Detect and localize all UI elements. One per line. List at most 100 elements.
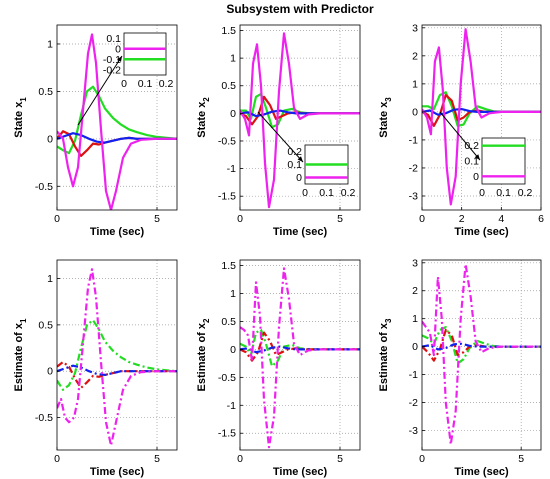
y-axis-label: State x1 bbox=[13, 97, 28, 138]
y-tick-label: -1 bbox=[227, 163, 236, 175]
inset-arrow bbox=[77, 55, 123, 126]
y-axis-label-subscript: 3 bbox=[384, 97, 393, 102]
x-axis-label: Time (sec) bbox=[273, 466, 328, 478]
inset-y-tick-label: -0.1 bbox=[103, 54, 121, 66]
y-tick-label: -0.5 bbox=[218, 135, 236, 147]
y-tick-label: 1 bbox=[47, 38, 53, 50]
x-tick-label: 0 bbox=[237, 213, 243, 225]
y-tick-label: 0.5 bbox=[38, 86, 53, 98]
series-group bbox=[57, 268, 177, 447]
y-tick-label: -0.5 bbox=[35, 412, 53, 424]
y-tick-label: 2 bbox=[412, 285, 418, 297]
inset-frame bbox=[123, 32, 167, 76]
series-group bbox=[57, 33, 177, 210]
x-tick-label: 0 bbox=[54, 453, 60, 465]
y-axis-label: Estimate of x2 bbox=[196, 318, 211, 391]
x-tick-label: 0 bbox=[237, 453, 243, 465]
x-tick-label: 5 bbox=[337, 453, 343, 465]
x-tick-label: 0 bbox=[419, 453, 425, 465]
y-tick-label: 1 bbox=[230, 288, 236, 300]
inset-x-tick-label: 0.2 bbox=[159, 78, 174, 90]
y-tick-label: -1.5 bbox=[218, 428, 236, 440]
inset-top-middle: 0.20.100 0.1 0.2 bbox=[257, 111, 355, 199]
y-tick-label: 0 bbox=[230, 108, 236, 120]
inset-x-tick-label: 0.1 bbox=[319, 187, 334, 199]
x-tick-label: 5 bbox=[154, 213, 160, 225]
y-tick-label: -2 bbox=[409, 162, 418, 174]
x-axis-label: Time (sec) bbox=[90, 226, 145, 238]
y-tick-label: 1.5 bbox=[221, 25, 236, 37]
x-tick-label: 4 bbox=[498, 213, 504, 225]
y-tick-label: -1 bbox=[227, 400, 236, 412]
inset-arrowhead bbox=[297, 156, 303, 162]
inset-y-tick-label: 0 bbox=[473, 171, 479, 183]
y-tick-label: 1 bbox=[230, 53, 236, 65]
y-tick-label: 1.5 bbox=[221, 260, 236, 272]
y-tick-label: 0 bbox=[230, 344, 236, 356]
y-tick-label: -0.5 bbox=[218, 372, 236, 384]
x-tick-label: 5 bbox=[518, 453, 524, 465]
y-tick-label: 1 bbox=[47, 273, 53, 285]
inset-x-tick-label: 0.1 bbox=[138, 78, 153, 90]
series-group bbox=[240, 267, 360, 449]
inset-x-tick-label: 0.1 bbox=[496, 187, 511, 199]
y-tick-label: -0.5 bbox=[35, 181, 53, 193]
y-axis-label-subscript: 1 bbox=[19, 97, 28, 102]
inset-x-tick-label: 0 bbox=[479, 187, 485, 199]
y-tick-label: 0 bbox=[47, 366, 53, 378]
y-axis-label-main: State x bbox=[378, 101, 390, 138]
inset-top-left: 0.10-0.1-0.20 0.1 0.2 bbox=[77, 32, 174, 126]
y-tick-label: -1.5 bbox=[218, 191, 236, 203]
inset-arrowhead bbox=[474, 154, 480, 160]
series-line-blue bbox=[422, 342, 541, 351]
inset-arrow bbox=[439, 111, 481, 161]
series-group bbox=[422, 28, 541, 206]
x-tick-label: 0 bbox=[419, 213, 425, 225]
x-tick-label: 5 bbox=[337, 213, 343, 225]
x-axis-label: Time (sec) bbox=[90, 466, 145, 478]
y-axis-label: Estimate of x3 bbox=[378, 318, 393, 391]
plot-area bbox=[422, 260, 541, 450]
inset-y-tick-label: 0.2 bbox=[287, 146, 302, 158]
y-axis-label-subscript: 1 bbox=[19, 318, 28, 323]
x-tick-label: 5 bbox=[154, 453, 160, 465]
y-tick-label: 3 bbox=[412, 257, 418, 269]
inset-top-right: 0.2 0.1 00 0.1 0.2 bbox=[439, 111, 533, 199]
x-tick-label: 2 bbox=[459, 213, 465, 225]
panel-bottom-middle: 0 5 -1.5 -1 -0.5 0 0.5 1 1.5 Time (sec) Estimate o… bbox=[196, 259, 361, 478]
series-line-magenta bbox=[57, 33, 177, 210]
y-axis-label: Estimate of x1 bbox=[13, 318, 28, 391]
inset-y-tick-label: 0 bbox=[296, 172, 302, 184]
inset-y-tick-label: 0.2 bbox=[464, 140, 479, 152]
axes-frame bbox=[239, 259, 361, 451]
y-axis-label-main: Estimate of x bbox=[196, 322, 208, 391]
axes-frame bbox=[239, 24, 361, 211]
y-axis-label-main: Estimate of x bbox=[13, 322, 25, 391]
series-line-green bbox=[57, 85, 177, 155]
y-axis-label: State x2 bbox=[196, 97, 211, 138]
y-axis-label-subscript: 2 bbox=[202, 318, 211, 323]
inset-x-tick-label: 0.2 bbox=[518, 187, 533, 199]
axes-frame bbox=[56, 24, 178, 211]
inset-arrow bbox=[257, 111, 304, 163]
inset-y-tick-label: 0.1 bbox=[106, 33, 121, 45]
y-tick-label: -3 bbox=[409, 425, 418, 437]
x-tick-label: 6 bbox=[538, 213, 544, 225]
axes-frame bbox=[56, 259, 178, 451]
inset-y-tick-label: 0 bbox=[115, 43, 121, 55]
y-tick-label: 1 bbox=[412, 78, 418, 90]
series-line-magenta bbox=[240, 267, 360, 449]
axes-frame bbox=[421, 24, 542, 211]
y-tick-label: 0 bbox=[412, 106, 418, 118]
inset-y-tick-label: -0.2 bbox=[103, 64, 121, 76]
y-tick-label: 0.5 bbox=[221, 80, 236, 92]
x-axis-label: Time (sec) bbox=[454, 226, 509, 238]
inset-x-tick-label: 0 bbox=[302, 187, 308, 199]
y-tick-label: -1 bbox=[409, 134, 418, 146]
